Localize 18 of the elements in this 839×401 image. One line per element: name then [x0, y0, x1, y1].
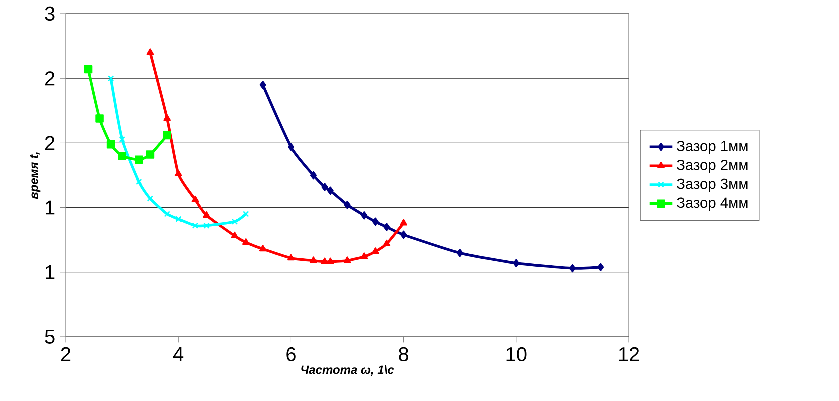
- x-tick-label: 6: [286, 347, 296, 362]
- x-tick-label: 2: [61, 347, 71, 362]
- x-tick-label: 10: [506, 347, 527, 362]
- x-axis-title: Частота ω, 1\с: [302, 365, 394, 376]
- legend-label: Зазор 1мм: [677, 141, 748, 154]
- text: 5: [45, 330, 55, 344]
- x-tick-label: 12: [619, 347, 640, 362]
- y-axis-title: время t,: [30, 152, 41, 200]
- text: 1: [46, 200, 55, 215]
- text: 3: [45, 6, 55, 22]
- x-tick-label: 8: [399, 347, 408, 362]
- x-tick-label: 4: [174, 347, 184, 362]
- legend-label: Зазор 2мм: [677, 160, 748, 174]
- text: 2: [45, 72, 55, 86]
- legend-label: Зазор 4мм: [677, 198, 748, 212]
- text: 2: [45, 136, 55, 150]
- text: 1: [46, 266, 55, 280]
- legend-label: Зазор 3мм: [677, 178, 748, 192]
